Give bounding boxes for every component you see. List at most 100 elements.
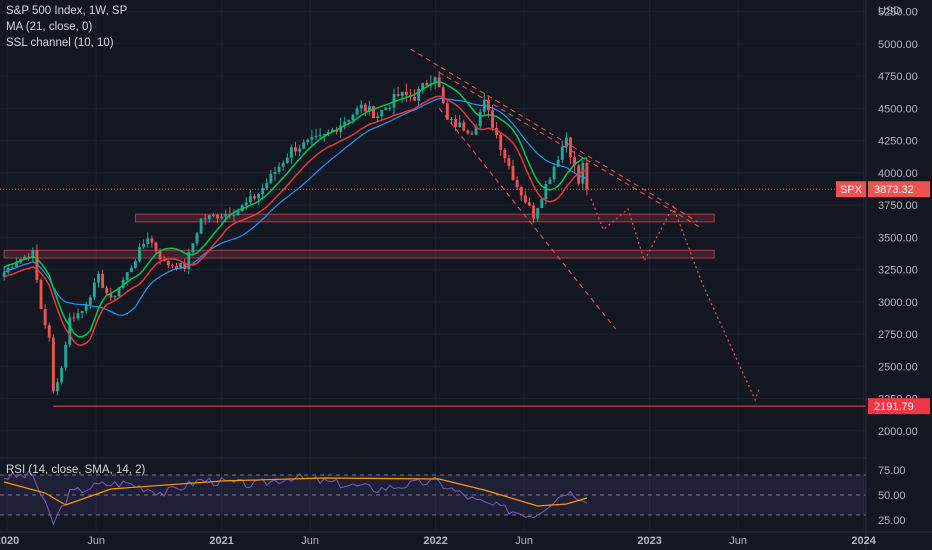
candle-body — [339, 125, 343, 132]
candle-body — [134, 261, 137, 268]
candle-body — [478, 111, 482, 127]
candle-body — [273, 172, 277, 174]
candle-body — [14, 262, 18, 268]
ma-21-line — [3, 97, 588, 316]
candle-body — [142, 244, 146, 248]
candle-body — [359, 104, 363, 109]
candle-body — [2, 272, 6, 277]
candle-body — [540, 199, 544, 209]
candle-body — [97, 273, 100, 283]
candle-body — [105, 287, 109, 294]
candle-body — [257, 194, 261, 199]
candle-body — [216, 215, 219, 219]
candle-body — [232, 215, 236, 217]
time-tick-label: 2020 — [0, 535, 19, 547]
candle-body — [117, 287, 121, 297]
time-tick-label: Jun — [301, 535, 319, 547]
candle-body — [261, 188, 265, 195]
candle-body — [84, 304, 88, 312]
candle-body — [236, 211, 240, 216]
candle-body — [23, 256, 27, 260]
candle-body — [560, 146, 564, 160]
candle-body — [310, 136, 314, 140]
candle-body — [515, 179, 519, 188]
candle-body — [564, 137, 568, 147]
candle-body — [76, 313, 80, 319]
candle-body — [519, 187, 523, 196]
chart-title: S&P 500 Index, 1W, SP — [6, 5, 128, 17]
candle-body — [47, 325, 51, 338]
candle-body — [363, 104, 367, 112]
candle-body — [158, 250, 162, 260]
candle-body — [458, 122, 462, 128]
candle-body — [224, 213, 228, 217]
time-tick-label: 2021 — [209, 535, 233, 547]
candle-body — [433, 77, 437, 84]
symbol-tag-label: SPX — [840, 184, 863, 196]
candle-body — [88, 297, 92, 305]
candle-body — [495, 127, 499, 136]
candle-body — [417, 88, 421, 101]
candle-body — [31, 249, 35, 259]
rsi-line — [4, 470, 588, 526]
ma-indicator-label: MA (21, close, 0) — [6, 21, 93, 33]
price-tick-label: 5250.00 — [878, 7, 918, 19]
candle-body — [503, 149, 507, 159]
candle-body — [499, 135, 503, 150]
price-axis-background — [866, 0, 932, 550]
projection-path — [590, 198, 760, 402]
candle-body — [183, 263, 187, 270]
candle-body — [68, 317, 72, 345]
ssl-channel-down-line — [3, 95, 587, 346]
candle-body — [269, 173, 273, 184]
candle-body — [367, 106, 371, 112]
candle-body — [129, 267, 133, 273]
price-tick-label: 2750.00 — [878, 329, 918, 341]
support-zone — [3, 249, 715, 259]
candle-body — [355, 108, 359, 115]
candle-body — [150, 238, 154, 243]
candle-body — [281, 162, 285, 167]
candle-body — [331, 129, 334, 133]
current-price-tag — [868, 181, 930, 198]
time-tick-label: 2024 — [851, 535, 876, 547]
rsi-tick-label: 75.00 — [878, 465, 906, 477]
candle-body — [294, 147, 297, 152]
candle-body — [536, 208, 540, 219]
candle-body — [298, 148, 302, 152]
candle-body — [101, 273, 105, 288]
price-tick-label: 5000.00 — [878, 39, 918, 51]
candle-body — [179, 263, 183, 269]
time-tick-label: 2023 — [637, 535, 661, 547]
time-tick-label: Jun — [87, 535, 105, 547]
candle-body — [441, 87, 445, 104]
candle-body — [486, 99, 490, 111]
candle-body — [491, 110, 494, 128]
candle-body — [573, 156, 577, 166]
rsi-ma-line — [3, 477, 588, 507]
candle-body — [400, 91, 404, 96]
candle-body — [195, 233, 199, 244]
candle-body — [454, 119, 458, 128]
candle-body — [306, 139, 310, 143]
candle-body — [187, 252, 191, 270]
price-tick-label: 3000.00 — [878, 297, 918, 309]
candle-body — [207, 215, 211, 220]
candle-body — [43, 308, 47, 326]
candle-body — [396, 94, 400, 96]
candle-body — [347, 119, 351, 122]
candle-body — [80, 311, 84, 314]
candle-body — [211, 215, 215, 217]
price-tick-label: 4500.00 — [878, 103, 918, 115]
candle-body — [203, 218, 207, 220]
candle-body — [548, 179, 552, 185]
candle-body — [166, 261, 170, 266]
symbol-tag — [836, 181, 866, 198]
price-tick-label: 2500.00 — [878, 361, 918, 373]
candle-body — [544, 184, 548, 200]
price-tick-label: 4750.00 — [878, 71, 918, 83]
candle-body — [39, 279, 43, 309]
candle-body — [199, 218, 203, 234]
support-zone — [134, 213, 715, 223]
